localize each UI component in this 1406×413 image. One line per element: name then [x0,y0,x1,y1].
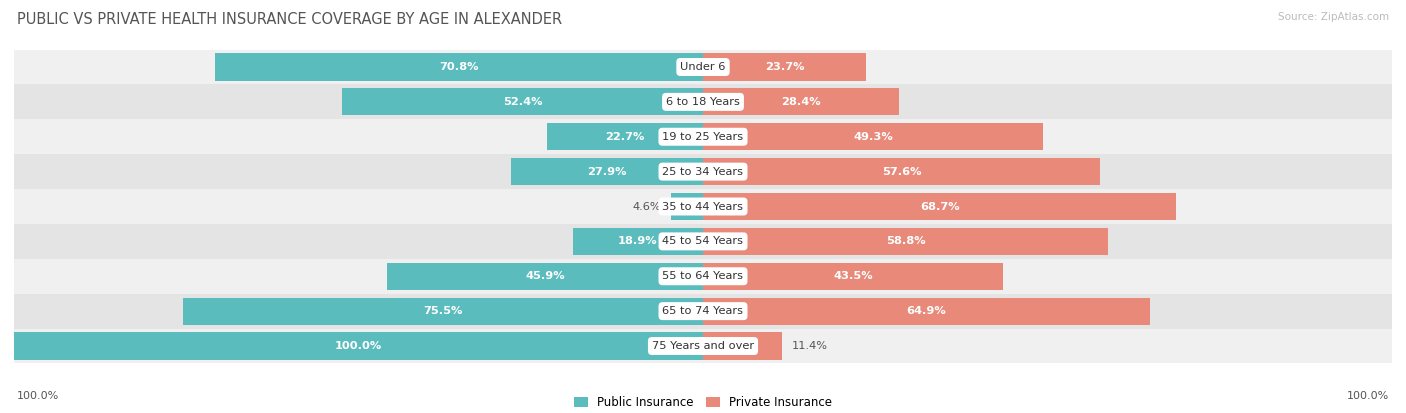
Bar [14,332,703,360]
Bar [14,329,1392,363]
Text: Under 6: Under 6 [681,62,725,72]
Text: 100.0%: 100.0% [17,391,59,401]
Bar [703,158,1099,185]
Bar [14,294,1392,329]
Bar [387,263,703,290]
Text: 70.8%: 70.8% [439,62,479,72]
Text: 65 to 74 Years: 65 to 74 Years [662,306,744,316]
Text: 52.4%: 52.4% [503,97,543,107]
Text: 45.9%: 45.9% [524,271,565,281]
Bar [703,123,1043,150]
Text: Source: ZipAtlas.com: Source: ZipAtlas.com [1278,12,1389,22]
Text: 55 to 64 Years: 55 to 64 Years [662,271,744,281]
Bar [547,123,703,150]
Bar [14,154,1392,189]
Text: 64.9%: 64.9% [907,306,946,316]
Bar [183,297,703,325]
Text: 22.7%: 22.7% [605,132,644,142]
Text: 23.7%: 23.7% [765,62,804,72]
Bar [703,332,782,360]
Bar [14,84,1392,119]
Text: 25 to 34 Years: 25 to 34 Years [662,166,744,177]
Text: 11.4%: 11.4% [792,341,828,351]
Bar [215,53,703,81]
Bar [703,228,1108,255]
Text: 35 to 44 Years: 35 to 44 Years [662,202,744,211]
Text: 45 to 54 Years: 45 to 54 Years [662,236,744,247]
Text: 58.8%: 58.8% [886,236,925,247]
Bar [14,50,1392,84]
Text: 28.4%: 28.4% [780,97,821,107]
Bar [703,53,866,81]
Bar [703,193,1177,220]
Text: 68.7%: 68.7% [920,202,959,211]
Bar [14,189,1392,224]
Bar [510,158,703,185]
Bar [14,224,1392,259]
Bar [703,297,1150,325]
Bar [703,263,1002,290]
Text: 100.0%: 100.0% [1347,391,1389,401]
Bar [14,119,1392,154]
Bar [14,259,1392,294]
Text: 75.5%: 75.5% [423,306,463,316]
Text: 19 to 25 Years: 19 to 25 Years [662,132,744,142]
Text: 49.3%: 49.3% [853,132,893,142]
Text: 75 Years and over: 75 Years and over [652,341,754,351]
Legend: Public Insurance, Private Insurance: Public Insurance, Private Insurance [569,392,837,413]
Text: 27.9%: 27.9% [588,166,627,177]
Text: 43.5%: 43.5% [832,271,873,281]
Text: 6 to 18 Years: 6 to 18 Years [666,97,740,107]
Text: 18.9%: 18.9% [619,236,658,247]
Bar [703,88,898,116]
Bar [671,193,703,220]
Text: 57.6%: 57.6% [882,166,921,177]
Bar [342,88,703,116]
Text: PUBLIC VS PRIVATE HEALTH INSURANCE COVERAGE BY AGE IN ALEXANDER: PUBLIC VS PRIVATE HEALTH INSURANCE COVER… [17,12,562,27]
Text: 100.0%: 100.0% [335,341,382,351]
Text: 4.6%: 4.6% [633,202,661,211]
Bar [572,228,703,255]
